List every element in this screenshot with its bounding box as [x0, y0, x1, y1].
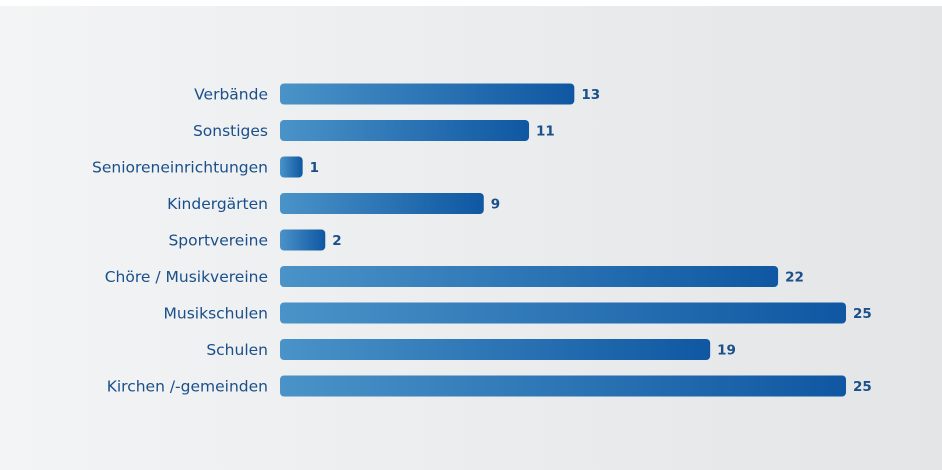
value-label: 25: [853, 379, 872, 395]
category-label: Schulen: [206, 341, 268, 359]
bars-group: Verbände 13 Sonstiges 11 Senioreneinrichtung…: [92, 83, 872, 397]
category-label: Senioreneinrichtungen: [92, 159, 268, 177]
bar: [280, 266, 779, 287]
category-label: Chöre / Musikvereine: [105, 268, 268, 286]
value-label: 2: [332, 233, 341, 249]
category-label: Sonstiges: [193, 122, 268, 140]
bar: [280, 339, 711, 360]
value-label: 9: [491, 197, 500, 213]
bar: [280, 193, 484, 214]
bar: [280, 229, 326, 251]
value-label: 1: [310, 160, 319, 176]
category-label: Musikschulen: [164, 305, 268, 323]
value-label: 11: [536, 124, 555, 140]
bar: [280, 83, 575, 105]
value-label: 25: [853, 306, 872, 322]
bar: [280, 156, 303, 178]
value-label: 13: [581, 87, 600, 103]
bar: [280, 302, 846, 324]
category-label: Kirchen /-gemeinden: [107, 378, 268, 396]
category-label: Kindergärten: [167, 195, 268, 213]
bar: [280, 120, 530, 141]
category-label: Sportvereine: [168, 232, 268, 250]
value-label: 19: [717, 343, 736, 359]
category-label: Verbände: [194, 86, 268, 104]
bar: [280, 375, 846, 397]
value-label: 22: [785, 270, 804, 286]
